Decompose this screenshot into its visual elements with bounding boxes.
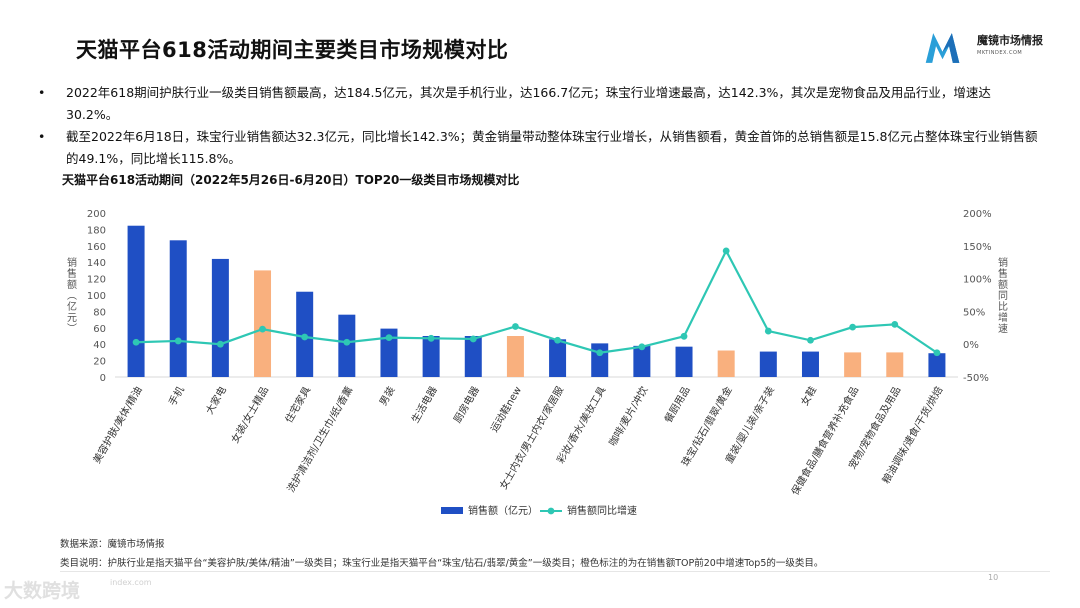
bar xyxy=(127,225,145,377)
growth-point xyxy=(512,323,519,330)
bar xyxy=(464,336,482,377)
bullet-marker: • xyxy=(38,129,46,144)
bar xyxy=(380,328,398,377)
bullet-text: 2022年618期间护肤行业一级类目销售额最高，达184.5亿元，其次是手机行业… xyxy=(66,85,991,122)
category-explain-note: 类目说明：护肤行业是指天猫平台“美容护肤/美体/精油”一级类目；珠宝行业是指天猫… xyxy=(60,558,824,569)
left-tick-label: 180 xyxy=(87,225,106,236)
logo-icon xyxy=(925,33,960,63)
category-label: 厨房电器 xyxy=(451,384,482,425)
right-tick-label: 100% xyxy=(963,275,992,286)
growth-point xyxy=(807,336,814,344)
growth-point xyxy=(427,334,435,342)
growth-point xyxy=(216,340,224,348)
left-tick-label: 140 xyxy=(87,258,106,269)
growth-point xyxy=(259,325,266,333)
right-tick-label: 0% xyxy=(963,340,979,351)
left-tick-label: 100 xyxy=(87,291,106,302)
bar xyxy=(717,350,735,377)
bar xyxy=(211,258,229,377)
bar xyxy=(549,339,567,377)
legend-bar-label: 销售额（亿元） xyxy=(468,504,538,517)
page-number: 10 xyxy=(988,573,999,582)
category-label: 男装 xyxy=(376,384,397,408)
growth-point xyxy=(174,337,182,345)
left-tick-label: 40 xyxy=(93,340,106,351)
growth-point xyxy=(301,333,309,341)
legend-bar-swatch xyxy=(441,507,463,514)
left-tick-label: 0 xyxy=(100,373,106,384)
bar xyxy=(591,343,609,377)
bar xyxy=(886,352,904,377)
combo-chart: 0 20 40 60 80 100 120 140 160 180 200 -50% 0% 50% 100%… xyxy=(67,209,1008,517)
footer-url: index.com xyxy=(110,578,152,587)
logo-name: 魔镜市场情报 xyxy=(977,34,1043,47)
bar xyxy=(675,346,693,377)
growth-point xyxy=(596,349,604,357)
growth-point xyxy=(849,323,857,331)
growth-point xyxy=(469,335,477,343)
left-tick-label: 20 xyxy=(93,357,106,368)
growth-point xyxy=(722,247,730,255)
bullet-text: 截至2022年6月18日，珠宝行业销售额达32.3亿元，同比增长142.3%；黄… xyxy=(66,129,1038,166)
bar xyxy=(422,336,440,377)
category-label: 运动鞋new xyxy=(487,384,524,434)
bullet-item: • 2022年618期间护肤行业一级类目销售额最高，达184.5亿元，其次是手机… xyxy=(38,82,1038,126)
category-label: 女装/女士精品 xyxy=(228,384,271,445)
growth-point xyxy=(933,349,941,357)
growth-point xyxy=(343,338,351,346)
category-label: 住宅家具 xyxy=(282,384,313,425)
category-label: 生活电器 xyxy=(408,384,439,425)
category-label: 美容护肤/美体/精油 xyxy=(90,384,145,466)
data-source-note: 数据来源：魔镜市场情报 xyxy=(60,539,165,550)
growth-point xyxy=(132,338,140,346)
growth-point xyxy=(554,336,561,344)
right-axis-title: 销售额同比增速 xyxy=(998,256,1008,335)
left-axis-title: 销售额︵亿元︶ xyxy=(67,256,77,335)
bar xyxy=(928,353,946,377)
growth-point xyxy=(385,334,393,342)
left-tick-label: 120 xyxy=(87,275,106,286)
legend-line-label: 销售额同比增速 xyxy=(567,504,637,517)
left-tick-label: 60 xyxy=(93,324,106,335)
category-label: 餐厨用品 xyxy=(661,384,692,425)
category-label: 女鞋 xyxy=(798,384,819,408)
page-title: 天猫平台618活动期间主要类目市场规模对比 xyxy=(76,38,509,62)
right-tick-label: 200% xyxy=(963,209,992,220)
logo-url: MKTINDEX.COM xyxy=(977,50,1023,56)
bar xyxy=(506,336,524,377)
watermark: 大数跨境 xyxy=(4,580,81,602)
growth-point xyxy=(891,320,899,328)
bullet-item: • 截至2022年6月18日，珠宝行业销售额达32.3亿元，同比增长142.3%… xyxy=(38,126,1038,170)
bar xyxy=(759,351,777,377)
bar xyxy=(338,314,356,377)
right-tick-label: 50% xyxy=(963,307,985,318)
bar xyxy=(844,352,862,377)
bar xyxy=(633,345,651,377)
bar xyxy=(801,351,819,377)
growth-point xyxy=(764,327,772,335)
growth-point xyxy=(638,343,646,351)
summary-bullets: • 2022年618期间护肤行业一级类目销售额最高，达184.5亿元，其次是手机… xyxy=(38,82,1038,170)
bullet-marker: • xyxy=(38,85,46,100)
bar xyxy=(169,240,187,377)
category-label: 大家电 xyxy=(203,384,229,416)
right-tick-label: 150% xyxy=(963,242,992,253)
footer-divider xyxy=(60,571,1050,572)
left-tick-label: 160 xyxy=(87,242,106,253)
left-tick-label: 80 xyxy=(93,307,106,318)
bar xyxy=(254,270,272,377)
category-label: 咖啡/麦片/冲饮 xyxy=(606,384,651,448)
right-tick-label: -50% xyxy=(963,373,989,384)
growth-line xyxy=(136,248,938,354)
category-label: 手机 xyxy=(166,384,187,408)
chart-title: 天猫平台618活动期间（2022年5月26日-6月20日）TOP20一级类目市场… xyxy=(62,173,520,187)
legend-line-marker xyxy=(547,507,555,515)
growth-point xyxy=(680,332,688,340)
left-tick-label: 200 xyxy=(87,209,106,220)
